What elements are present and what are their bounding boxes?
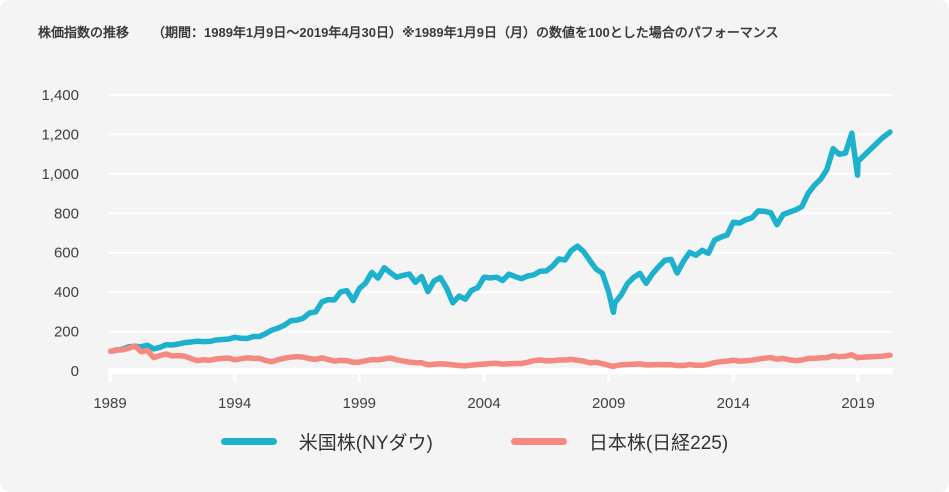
- chart-title-main: 株価指数の推移: [38, 25, 130, 40]
- x-axis-label: 2019: [841, 395, 874, 412]
- y-axis-label: 400: [54, 284, 79, 301]
- legend-item-jp: 日本株(日経225): [510, 428, 729, 455]
- chart-title: 株価指数の推移 （期間：1989年1月9日～2019年4月30日）※1989年1月…: [38, 22, 778, 41]
- chart-area: 0 200 400 600 800 1,000 1,200 1,400 1989 1994 1999…: [41, 87, 893, 412]
- x-axis-label: 2014: [717, 395, 750, 412]
- series-line-jp: [107, 343, 893, 370]
- legend-label-jp: 日本株(日経225): [588, 433, 729, 454]
- legend-label-us: 米国株(NYダウ): [298, 433, 433, 454]
- chart-legend: 米国株(NYダウ) 日本株(日経225): [0, 428, 949, 455]
- x-axis-label: 1994: [218, 395, 251, 412]
- y-axis-label: 200: [54, 324, 79, 341]
- x-axis-label: 2009: [592, 395, 625, 412]
- y-axis-label: 800: [54, 205, 79, 222]
- series-line-us: [107, 129, 893, 355]
- x-axis-label: 2004: [467, 395, 500, 412]
- x-axis-label: 1999: [343, 395, 376, 412]
- legend-item-us: 米国株(NYダウ): [220, 428, 433, 455]
- legend-swatch-jp: [510, 438, 567, 445]
- y-axis-label: 1,000: [41, 166, 79, 183]
- x-axis-label: 1989: [93, 395, 126, 412]
- y-axis-label: 1,200: [41, 126, 79, 143]
- y-axis-label: 600: [54, 245, 79, 262]
- chart-svg: 0 200 400 600 800 1,000 1,200 1,400 1989 1994 1999…: [41, 87, 893, 412]
- legend-swatch-us: [220, 438, 277, 445]
- y-axis-label: 1,400: [41, 87, 79, 104]
- chart-title-sub: （期間：1989年1月9日～2019年4月30日）※1989年1月9日（月）の数…: [152, 25, 779, 40]
- y-axis-label: 0: [71, 363, 79, 380]
